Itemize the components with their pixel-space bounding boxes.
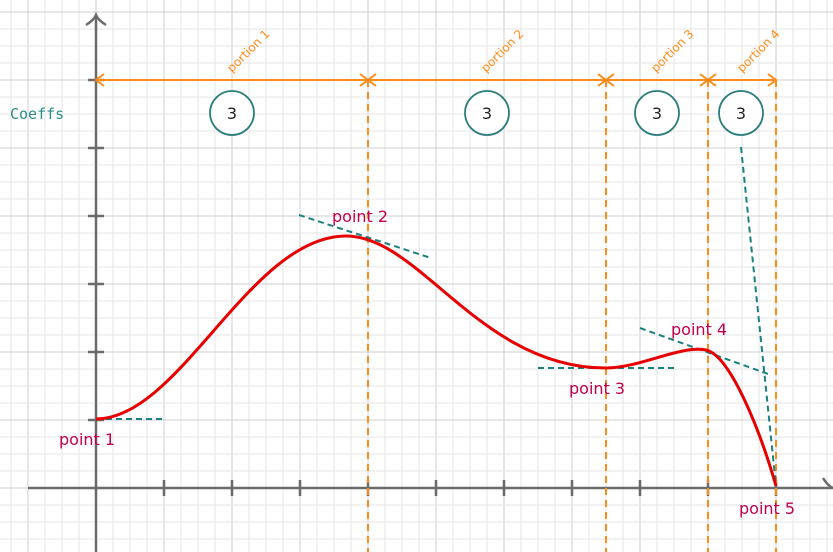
portion-label-3: portion 3 [648, 27, 696, 75]
portion-label-2: portion 2 [478, 27, 526, 75]
x-axis [28, 477, 833, 490]
portion-arrows [94, 73, 778, 87]
coeffs-row-label: Coeffs [10, 105, 64, 123]
tangent-point-5 [740, 146, 777, 487]
portion-label-1: portion 1 [224, 27, 272, 75]
coeff-value-2: 3 [482, 104, 492, 123]
tangent-point-2 [298, 214, 432, 259]
tangent-point-4 [639, 327, 769, 375]
coeff-value-3: 3 [652, 104, 662, 123]
portion-label-4: portion 4 [734, 27, 782, 75]
point-label-1: point 1 [59, 430, 115, 449]
point-label-3: point 3 [569, 379, 625, 398]
coeff-badge-2: 3 [464, 90, 510, 136]
coeff-value-1: 3 [227, 104, 237, 123]
portion-dividers [367, 80, 777, 552]
coeff-badge-3: 3 [634, 90, 680, 136]
coeff-badge-4: 3 [718, 90, 764, 136]
point-label-5: point 5 [739, 499, 795, 518]
spline-curve [95, 234, 778, 487]
point-label-4: point 4 [671, 320, 727, 339]
point-label-2: point 2 [332, 207, 388, 226]
coeff-badge-1: 3 [209, 90, 255, 136]
coeff-value-4: 3 [736, 104, 746, 123]
